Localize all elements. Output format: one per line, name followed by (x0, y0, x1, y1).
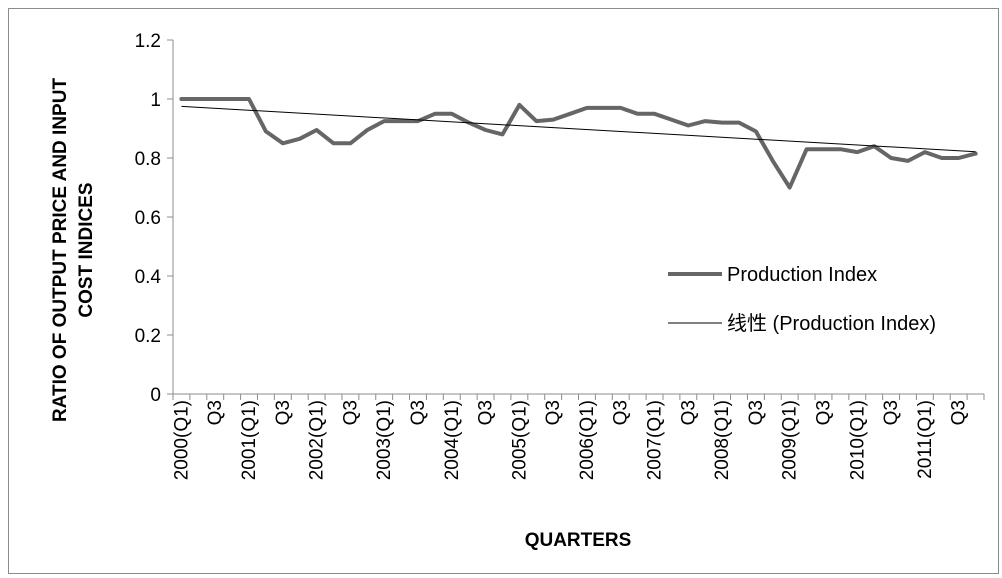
x-tick-label: 2011(Q1) (915, 400, 936, 479)
x-tick-label: 2005(Q1) (509, 400, 530, 480)
y-axis-title-line2: COST INDICES (76, 182, 97, 317)
x-tick-label: Q3 (476, 400, 497, 425)
y-tick-label: 1 (150, 90, 161, 111)
x-tick-label: 2004(Q1) (442, 400, 463, 480)
x-tick-label: Q3 (408, 400, 429, 425)
y-tick-label: 0.8 (135, 149, 161, 170)
x-tick-label: Q3 (678, 400, 699, 425)
series-line-production-index (179, 97, 978, 190)
x-tick-label: Q3 (881, 400, 902, 425)
legend: Production Index 线性 (Production Index) (668, 264, 936, 335)
series-line-linear-trend (181, 105, 976, 153)
y-tick-label: 0.6 (135, 208, 161, 229)
x-tick-label: Q3 (543, 400, 564, 425)
x-tick-label: Q3 (746, 400, 767, 425)
y-axis-title-line1: RATIO OF OUTPUT PRICE AND INPUT (50, 78, 71, 423)
x-tick-label: 2007(Q1) (645, 400, 666, 480)
chart-frame (8, 8, 999, 574)
x-tick-label: 2006(Q1) (577, 400, 598, 480)
legend-label-production-index: Production Index (727, 264, 877, 286)
x-tick-label: 2002(Q1) (307, 400, 328, 480)
legend-label-linear-trend: 线性 (Production Index) (727, 312, 936, 335)
x-tick-label: 2010(Q1) (847, 400, 868, 480)
y-tick-label: 0 (150, 385, 161, 406)
x-tick-label: 2003(Q1) (374, 400, 395, 480)
x-tick-label: Q3 (949, 400, 970, 425)
x-tick-label: Q3 (611, 400, 632, 425)
x-tick-label: 2009(Q1) (780, 400, 801, 480)
x-tick-label: 2000(Q1) (171, 400, 192, 480)
x-tick-label: 2001(Q1) (239, 400, 260, 480)
x-tick-label: 2008(Q1) (712, 400, 733, 480)
y-tick-label: 1.2 (135, 31, 161, 52)
x-tick-label: Q3 (205, 400, 226, 425)
x-tick-label: Q3 (273, 400, 294, 425)
x-axis-title: QUARTERS (525, 530, 632, 551)
x-tick-label: Q3 (340, 400, 361, 425)
y-tick-label: 0.4 (135, 267, 162, 288)
x-tick-label: Q3 (813, 400, 834, 425)
y-tick-label: 0.2 (135, 326, 161, 347)
